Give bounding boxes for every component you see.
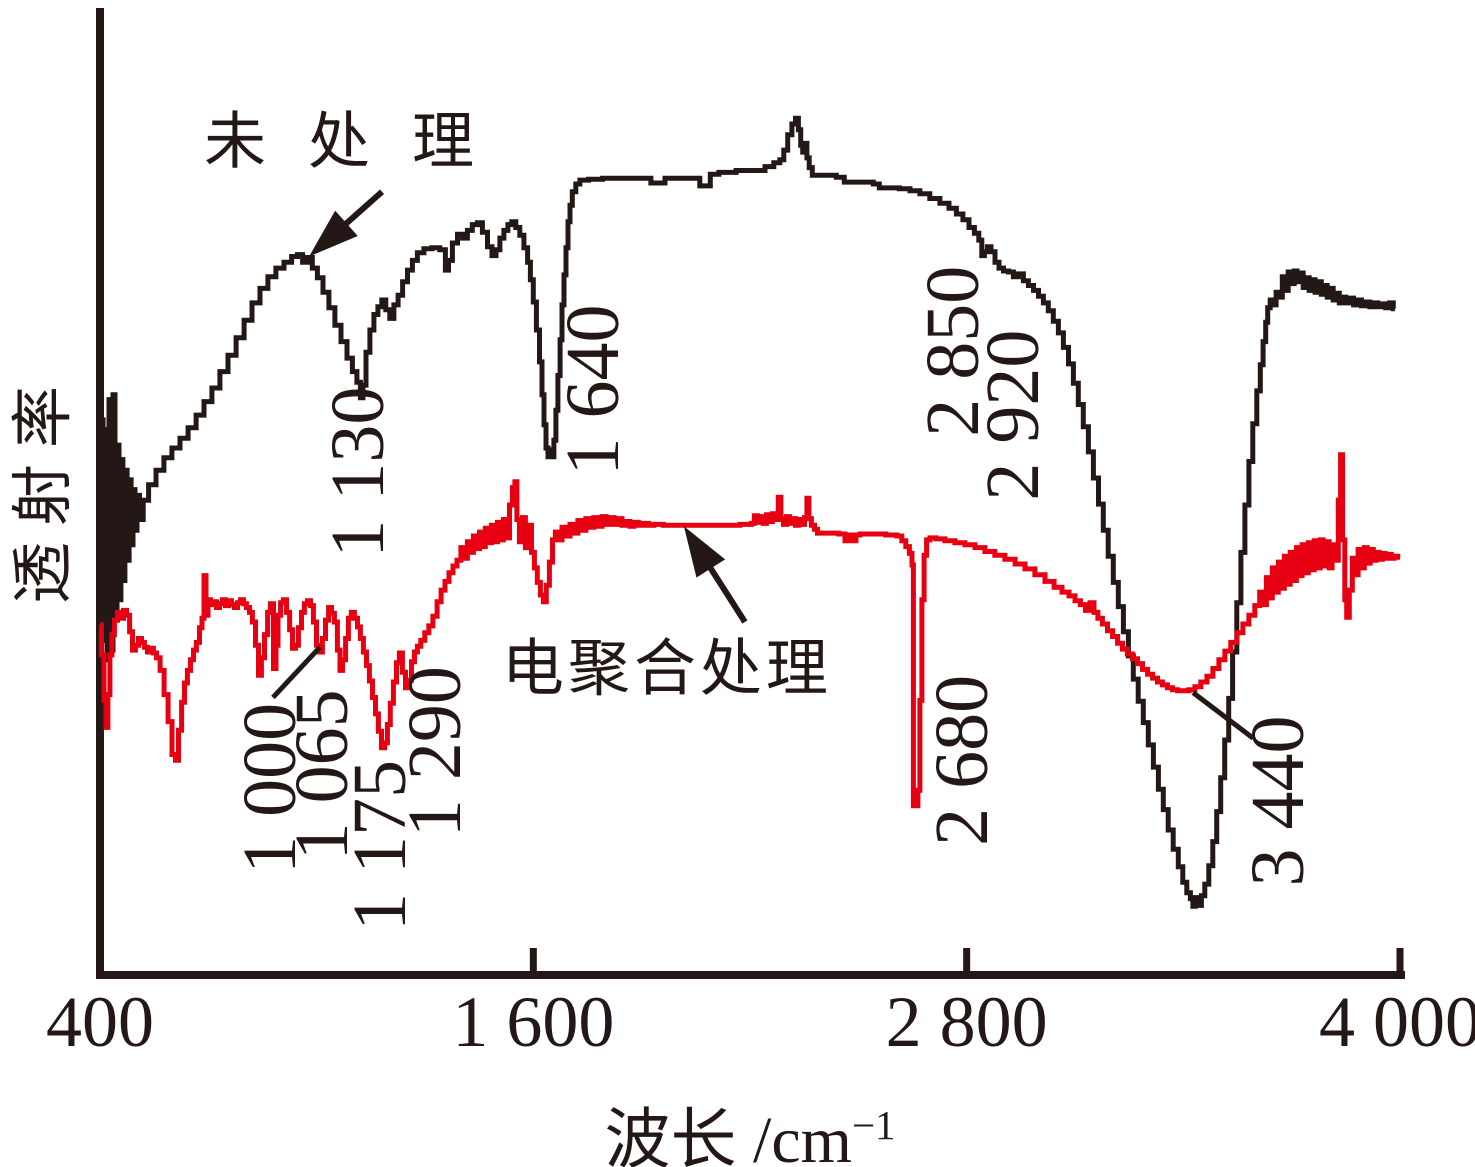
peak-label-2680: 2 680: [920, 675, 1004, 846]
peak-label-1290: 1 290: [393, 666, 477, 837]
series-arrow-untreated-head: [309, 210, 358, 257]
series-arrow-untreated-shaft: [338, 189, 385, 231]
x-axis-title-main: 波长 /cm: [604, 1104, 852, 1167]
x-tick-label-400: 400: [46, 982, 154, 1062]
peak-label-1130: 1 130: [316, 387, 400, 558]
series-label-treated: 电聚合处理: [502, 635, 832, 703]
series-label-untreated: 未处理: [204, 108, 516, 176]
series-curve-treated: [98, 452, 1401, 809]
series-arrow-treated-shaft: [703, 560, 748, 624]
peak-label-1175: 1 175: [338, 760, 422, 931]
y-axis-title: 透射率: [10, 369, 78, 605]
peak-label-1000: 1 000: [228, 703, 312, 874]
x-tick-label-4000: 4 000: [1319, 982, 1475, 1062]
x-tick-label-2800: 2 800: [885, 982, 1048, 1062]
peak-label-3440: 3 440: [1236, 715, 1320, 886]
x-tick-label-1600: 1 600: [452, 982, 615, 1062]
x-axis-title-superscript: −1: [851, 1103, 896, 1148]
series-curve-untreated: [98, 115, 1396, 909]
peak-label-2850: 2 850: [911, 266, 995, 437]
peak-leader-3440: [1191, 690, 1255, 741]
peak-label-2920: 2 920: [971, 330, 1055, 501]
peak-leader-1000: [271, 645, 322, 700]
peak-label-1065: 1 065: [280, 689, 364, 860]
peak-label-1640: 1 640: [551, 304, 635, 475]
x-axis-title: 波长 /cm−1: [605, 1086, 896, 1167]
series-arrow-treated-head: [683, 526, 726, 578]
